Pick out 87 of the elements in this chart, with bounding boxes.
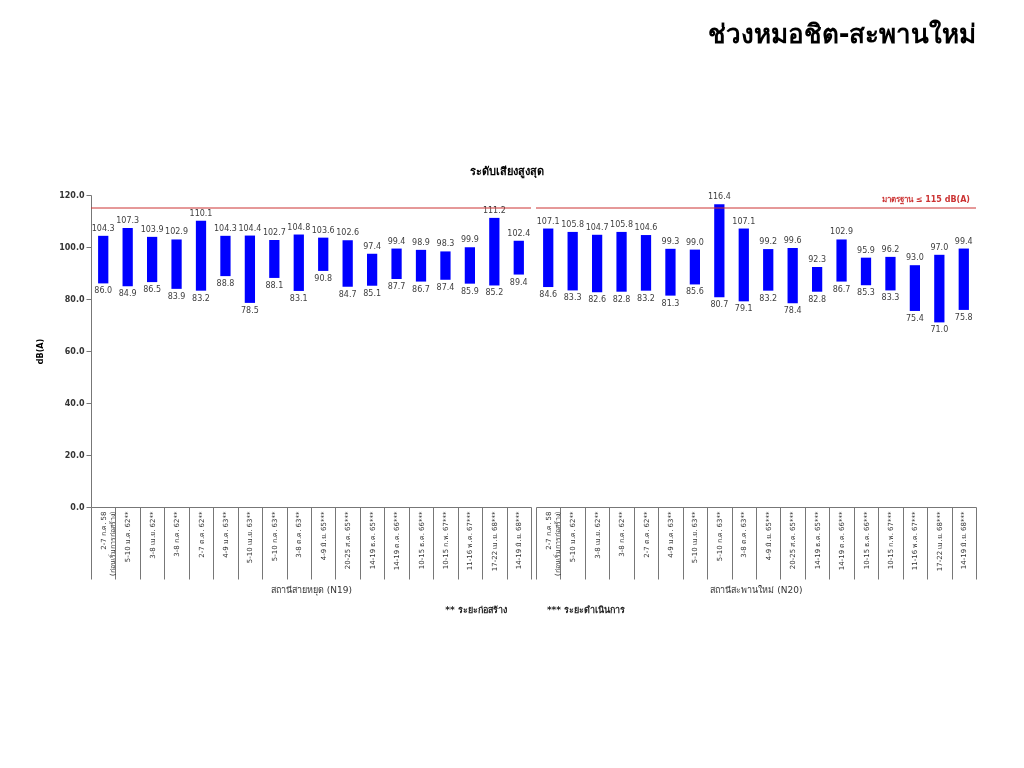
annotation: 92.3 <box>808 255 827 265</box>
annotation: 99.2 <box>759 237 778 247</box>
annotation: 102.6 <box>336 228 360 238</box>
annotation: 99.3 <box>661 236 680 246</box>
annotation: 98.3 <box>436 239 455 249</box>
annotation: 84.7 <box>338 289 357 299</box>
x-axis-title: สถานีสายหยุด (N19) <box>270 585 353 596</box>
annotation: 80.7 <box>710 300 729 310</box>
annotation: 90.8 <box>314 273 333 283</box>
annotation: 105.8 <box>610 219 634 229</box>
annotation: 82.8 <box>612 294 631 304</box>
annotation: 85.1 <box>363 288 382 298</box>
annotation: 83.3 <box>563 293 582 303</box>
annotation: 97.4 <box>363 241 382 251</box>
annotation: 93.0 <box>905 253 924 263</box>
annotation: 97.0 <box>930 242 949 252</box>
annotation: 116.4 <box>707 192 731 202</box>
annotation: 88.1 <box>265 280 284 290</box>
annotation: 86.7 <box>412 284 430 294</box>
y-tick-label: 40.0 <box>64 398 85 408</box>
y-tick-label: 60.0 <box>64 346 85 356</box>
ref-line-label: มาตรฐาน ≤ 115 dB(A) <box>881 195 970 205</box>
chart-title: ช่วงหมอชิต-สะพานใหม่ <box>707 19 977 49</box>
annotation: 98.9 <box>412 237 430 247</box>
annotation: 75.8 <box>954 312 973 322</box>
annotation: 83.2 <box>637 293 655 303</box>
annotation: 107.3 <box>116 216 140 226</box>
annotation: 102.7 <box>262 227 286 237</box>
annotation: 107.1 <box>536 216 560 226</box>
annotation: 96.2 <box>881 244 900 254</box>
annotation: 83.9 <box>167 291 186 301</box>
annotation: 83.3 <box>881 293 900 303</box>
annotation: 89.4 <box>509 277 528 287</box>
annotation: 75.4 <box>905 313 924 323</box>
annotation: 105.8 <box>561 219 585 229</box>
annotation: 102.9 <box>830 227 854 237</box>
annotation: 102.4 <box>507 228 531 238</box>
annotation: 99.0 <box>685 237 704 247</box>
annotation: 107.1 <box>732 216 756 226</box>
annotation: 79.1 <box>734 304 753 314</box>
annotation: 104.4 <box>238 223 262 233</box>
annotation: 87.4 <box>436 282 455 292</box>
y-axis-title: dB(A) <box>36 338 46 365</box>
annotation: 83.2 <box>759 293 778 303</box>
annotation: 99.6 <box>783 236 802 246</box>
annotation: 84.9 <box>118 289 137 299</box>
annotation: 85.3 <box>857 288 875 298</box>
annotation: 86.7 <box>832 284 851 294</box>
annotation: 104.3 <box>91 223 115 233</box>
text: ** ระยะก่อสร้าง <box>445 605 507 615</box>
annotation: 103.6 <box>311 225 335 235</box>
text: *** ระยะดำเนินการ <box>546 605 626 615</box>
annotation: 95.9 <box>857 245 875 255</box>
annotation: 111.2 <box>482 205 506 215</box>
annotation: 104.6 <box>634 223 658 233</box>
chart-title: ระดับเสียงสูงสุด <box>469 165 544 179</box>
annotation: 104.7 <box>585 222 609 232</box>
annotation: 83.2 <box>192 293 210 303</box>
y-tick-label: 100.0 <box>59 242 85 252</box>
annotation: 84.6 <box>539 290 558 300</box>
annotation: 82.8 <box>808 294 827 304</box>
annotation: 85.6 <box>685 287 704 297</box>
annotation: 103.9 <box>140 224 164 234</box>
annotation: 85.2 <box>485 288 504 298</box>
annotation: 104.3 <box>213 223 237 233</box>
annotation: 110.1 <box>189 208 213 218</box>
annotation: 87.7 <box>387 281 406 291</box>
annotation: 88.8 <box>216 279 235 289</box>
annotation: 81.3 <box>661 298 680 308</box>
y-tick-label: 20.0 <box>64 450 85 460</box>
x-axis-title: สถานีสะพานใหม่ (N20) <box>710 585 803 595</box>
annotation: 86.5 <box>143 285 162 295</box>
y-tick-label: 120.0 <box>59 190 85 200</box>
annotation: 83.1 <box>289 293 308 303</box>
annotation: 104.8 <box>287 222 311 232</box>
annotation: 99.4 <box>387 236 406 246</box>
annotation: 99.9 <box>460 235 479 245</box>
annotation: 78.4 <box>783 306 802 316</box>
annotation: 71.0 <box>930 325 949 335</box>
annotation: 99.4 <box>954 236 973 246</box>
y-tick-label: 80.0 <box>64 294 85 304</box>
annotation: 86.0 <box>94 286 113 296</box>
annotation: 85.9 <box>460 286 479 296</box>
annotation: 78.5 <box>240 305 259 315</box>
annotation: 82.6 <box>588 295 607 305</box>
annotation: 102.9 <box>165 227 189 237</box>
y-tick-label: 0.0 <box>70 502 85 512</box>
